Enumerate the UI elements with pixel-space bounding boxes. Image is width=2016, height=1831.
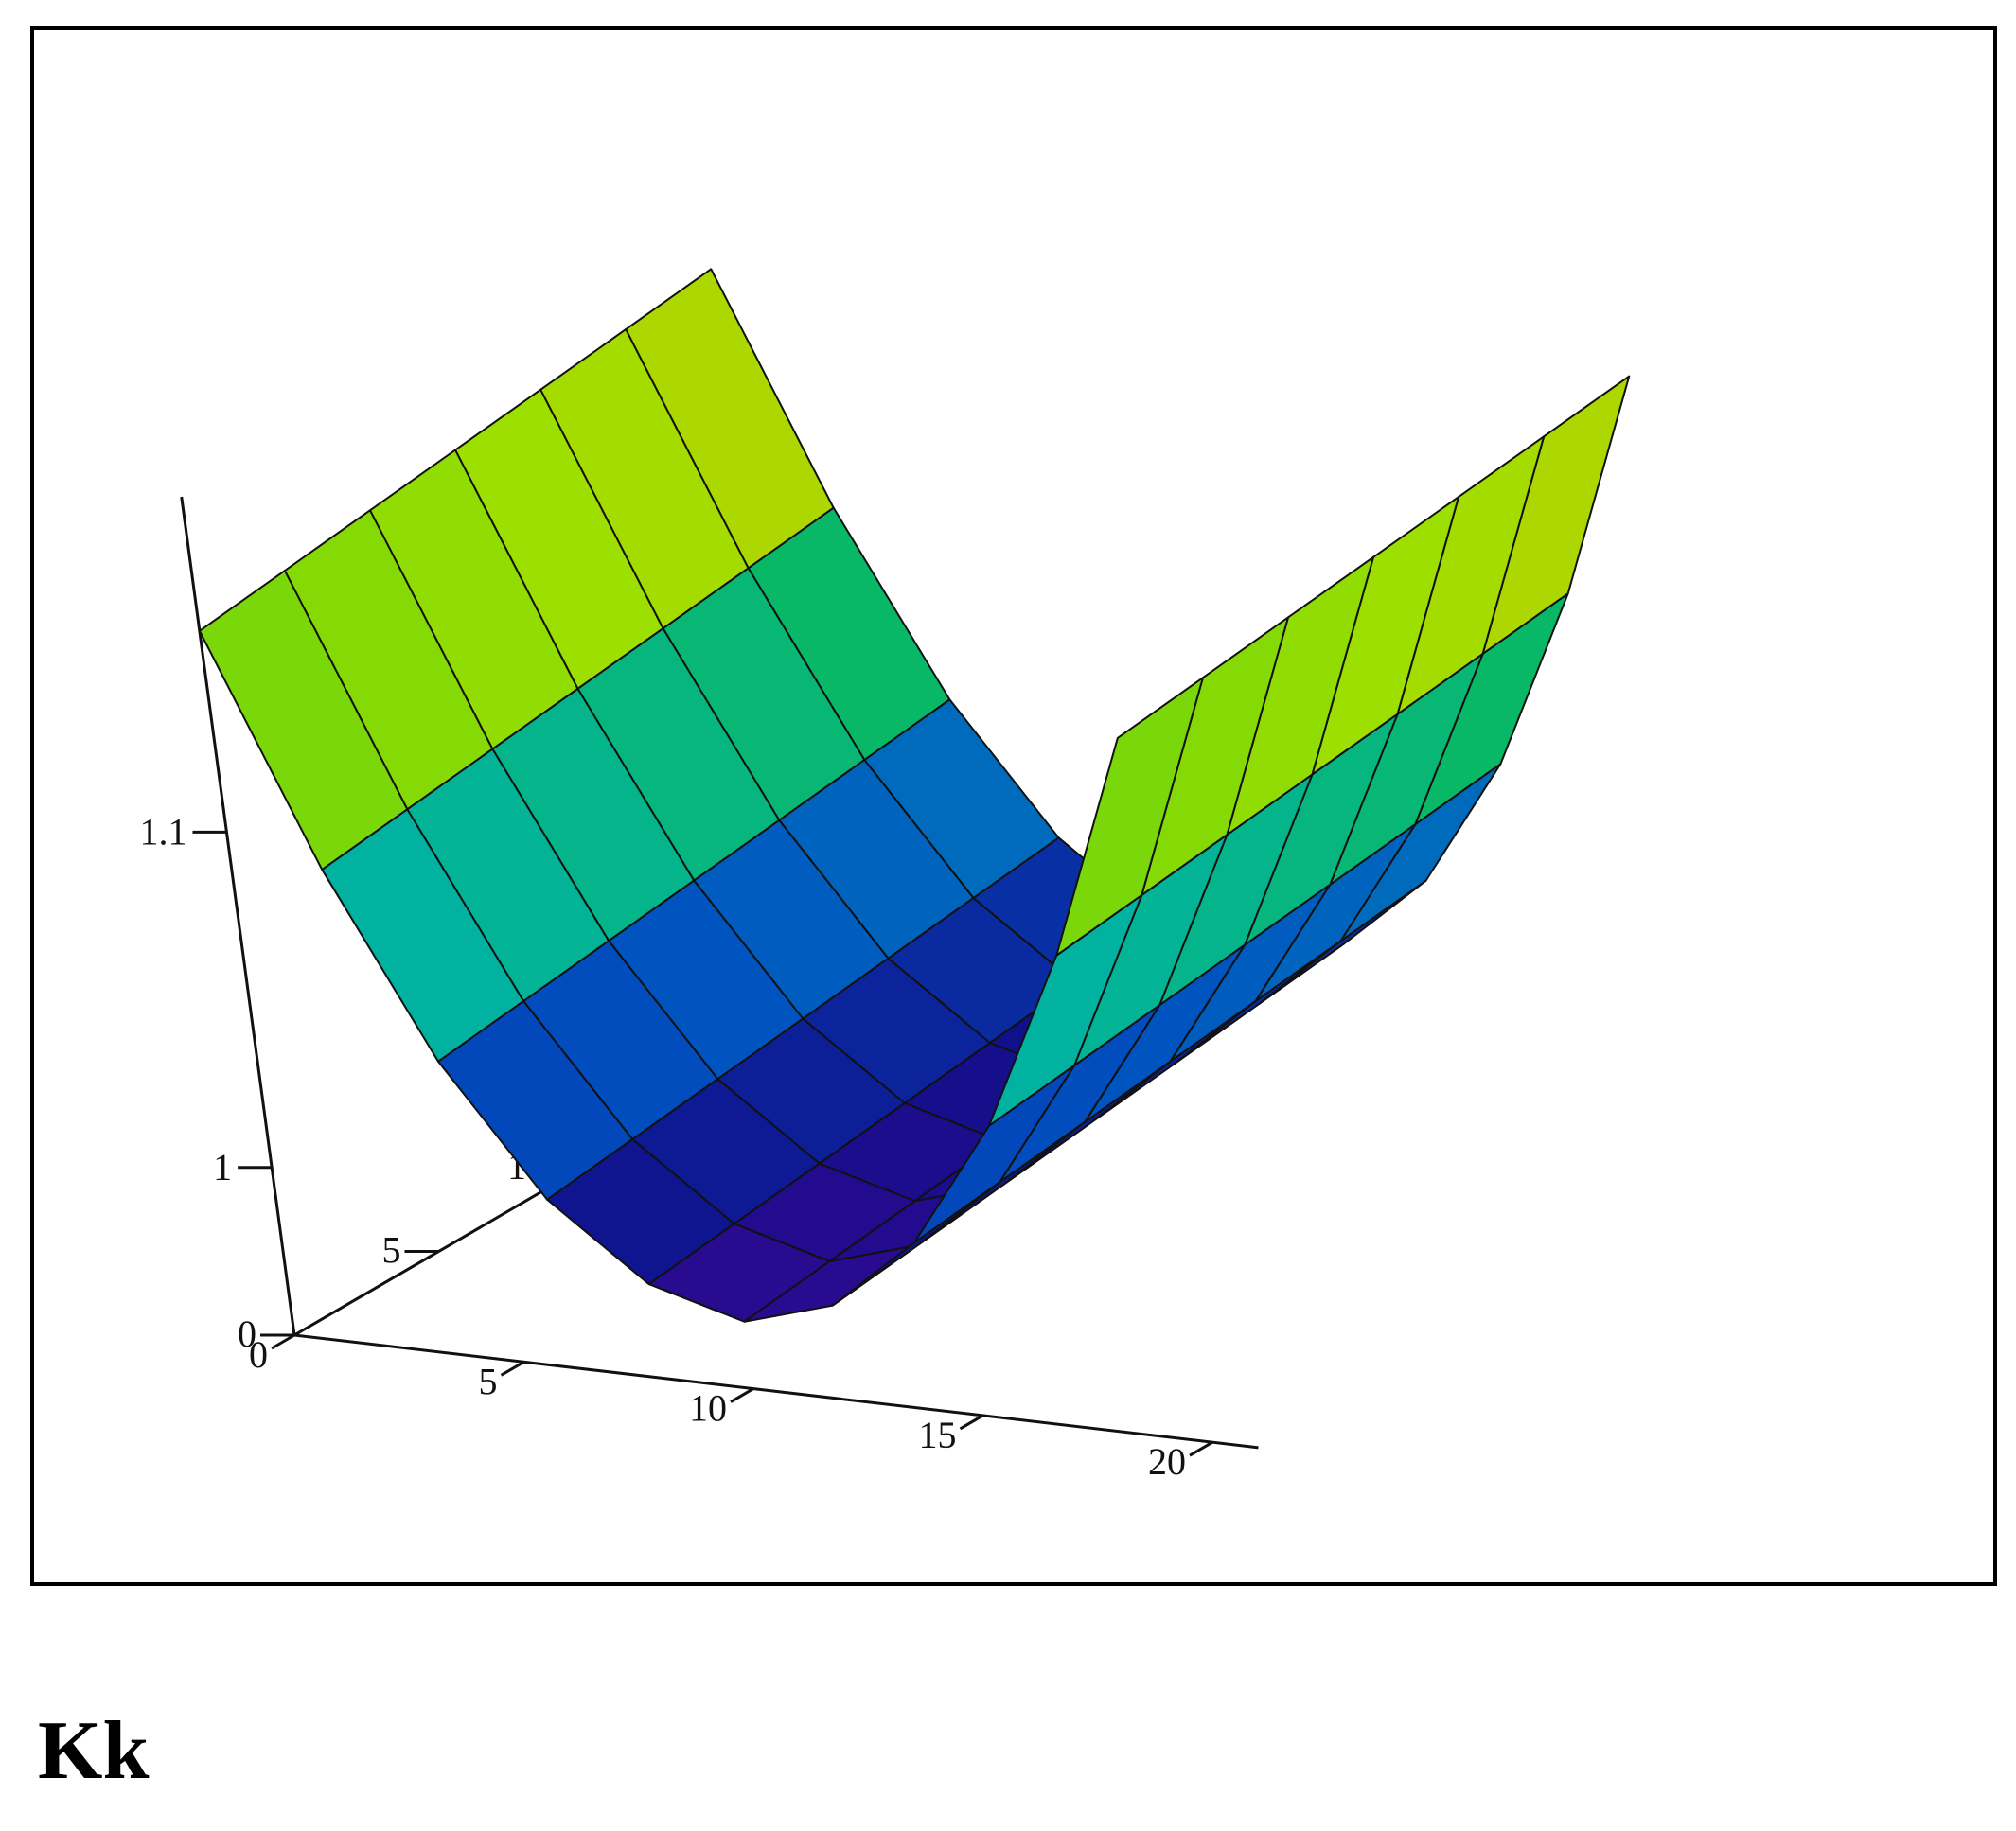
x-tick-label: 20 <box>1148 1440 1186 1483</box>
caption: Kk <box>38 1705 150 1797</box>
z-tick-label: 1 <box>213 1146 232 1188</box>
frame <box>30 26 1997 1586</box>
x-tick <box>959 1414 984 1431</box>
x-tick-label: 5 <box>479 1360 498 1402</box>
surface-patch <box>1055 677 1204 957</box>
y-tick-label: 5 <box>382 1229 401 1272</box>
y-tick-label: 0 <box>238 1312 256 1355</box>
z-axis <box>180 496 296 1336</box>
x-tick-label: 10 <box>689 1387 727 1430</box>
x-tick <box>1189 1440 1213 1457</box>
x-tick <box>271 1333 295 1350</box>
x-tick-label: 0 <box>249 1333 268 1376</box>
z-tick-label: 1.1 <box>139 810 186 853</box>
x-tick-label: 15 <box>919 1414 957 1456</box>
chart: 05101520051011.1 <box>30 26 1997 1586</box>
x-tick <box>500 1361 525 1377</box>
x-axis <box>293 1333 1259 1450</box>
x-tick <box>730 1387 754 1403</box>
